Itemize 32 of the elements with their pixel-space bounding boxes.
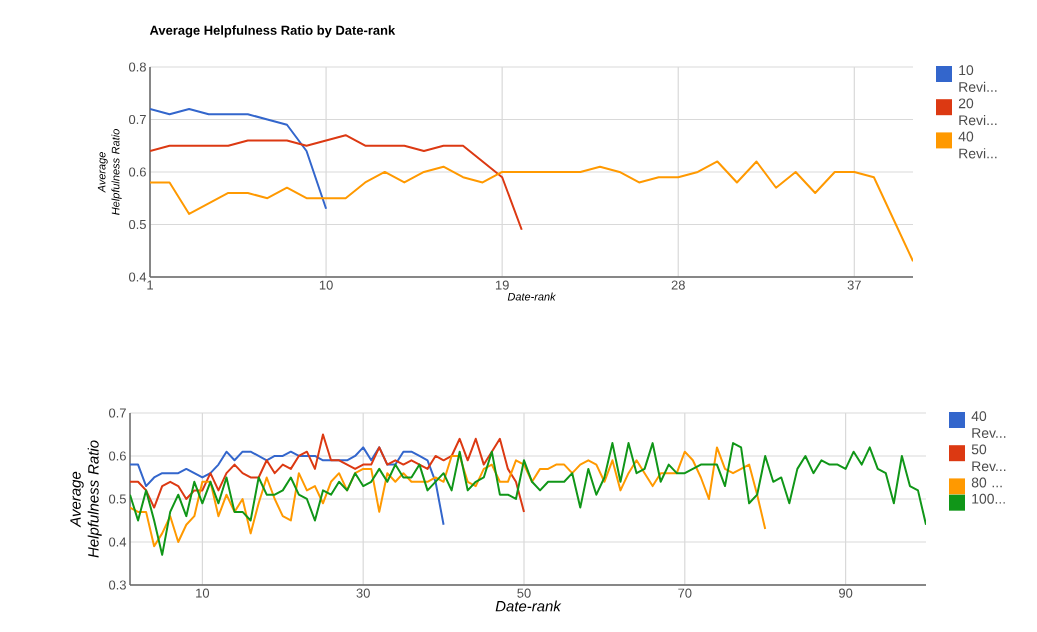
y-tick-label: 0.3 (108, 580, 126, 590)
x-tick-label: 50 (517, 588, 531, 598)
y-axis-title: Average Helpfulness Ratio (97, 129, 122, 215)
x-tick-label: 70 (678, 588, 692, 598)
x-tick-label: 30 (356, 588, 370, 598)
y-tick-label: 0.5 (128, 219, 146, 230)
x-tick-label: 37 (847, 280, 861, 290)
x-tick-label: 90 (839, 588, 853, 598)
y-axis-title: Average Helpfulness Ratio (70, 440, 102, 558)
y-tick-label: 0.5 (108, 494, 126, 504)
y-tick-label: 0.6 (128, 167, 146, 177)
x-axis-title: Date-rank (495, 600, 562, 612)
x-axis-title: Date-rank (507, 292, 557, 301)
legend-label: 10 Revi... (959, 65, 997, 92)
legend-label: 40 Revi... (958, 131, 997, 159)
y-tick-label: 0.7 (128, 114, 146, 125)
x-tick-label: 10 (196, 588, 210, 598)
y-tick-label: 0.7 (108, 408, 126, 418)
x-tick-label: 1 (147, 280, 153, 290)
legend-label: 80 ... (971, 477, 1002, 488)
x-tick-label: 19 (495, 280, 509, 290)
legend-label: 50 Rev... (971, 444, 1006, 472)
y-tick-label: 0.8 (128, 62, 146, 72)
legend-label: 40 Rev... (971, 411, 1006, 438)
chart-title: Average Helpfulness Ratio by Date-rank (149, 25, 396, 38)
y-tick-label: 0.6 (108, 451, 126, 461)
legend-label: 100... (972, 493, 1005, 504)
y-tick-label: 0.4 (128, 272, 147, 282)
y-tick-label: 0.4 (108, 537, 127, 547)
x-tick-label: 28 (671, 280, 685, 290)
x-tick-label: 10 (319, 280, 333, 290)
legend-label: 20 Revi... (958, 98, 997, 126)
